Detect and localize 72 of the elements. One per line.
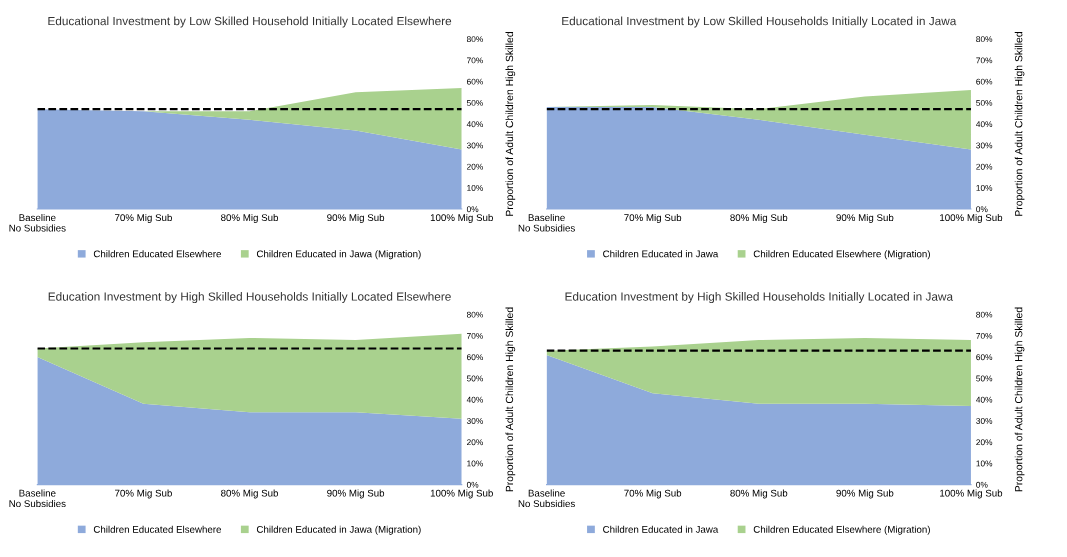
chart-title: Education Investment by High Skilled Households Initially Located Elsewhere — [48, 292, 451, 304]
y-tick-label: 60% — [467, 354, 483, 361]
y-tick-label: 20% — [976, 439, 993, 446]
y-tick-label: 0% — [466, 206, 479, 213]
y-tick-label: 40% — [976, 396, 993, 403]
x-tick-label: Baseline No Subsidies — [9, 213, 66, 232]
y-axis-title: Proportion of Adult Children High Skilled — [1014, 32, 1025, 216]
y-tick-label: 0% — [976, 481, 988, 488]
legend-label: Children Educated Elsewhere (Migration) — [753, 525, 930, 535]
x-tick-label: Baseline No Subsidies — [518, 489, 575, 508]
y-tick-label: 70% — [976, 332, 993, 339]
y-tick-label: 30% — [466, 418, 483, 424]
y-tick-label: 70% — [976, 57, 993, 64]
x-tick-label: Baseline No Subsidies — [518, 213, 575, 232]
y-tick-label: 0% — [466, 481, 479, 488]
y-tick-label: 70% — [467, 332, 483, 339]
y-tick-label: 50% — [466, 99, 483, 106]
x-tick-label: 100% Mig Sub — [430, 489, 493, 499]
x-tick-label: 90% Mig Sub — [327, 213, 385, 223]
chart-title: Educational Investment by Low Skilled Households Initially Located in Jawa — [562, 16, 957, 28]
x-tick-label: 70% Mig Sub — [624, 489, 682, 499]
y-axis-title: Proportion of Adult Children High Skilled — [505, 32, 516, 216]
y-tick-label: 40% — [976, 121, 993, 128]
x-tick-label: Baseline No Subsidies — [9, 489, 66, 508]
x-tick-label: 100% Mig Sub — [940, 213, 1003, 223]
y-tick-label: 50% — [976, 375, 993, 382]
y-tick-label: 20% — [467, 163, 483, 170]
x-tick-label: 70% Mig Sub — [115, 213, 172, 223]
chart-title: Education Investment by High Skilled Households Initially Located in Jawa — [565, 292, 954, 304]
x-tick-label: 100% Mig Sub — [940, 489, 1003, 499]
y-tick-label: 60% — [976, 78, 993, 85]
y-axis-title: Proportion of Adult Children High Skilled — [505, 307, 516, 492]
chart-title: Educational Investment by Low Skilled Household Initially Located Elsewhere — [48, 16, 452, 28]
y-tick-label: 80% — [466, 311, 483, 318]
legend-label: Children Educated Elsewhere — [93, 525, 222, 533]
legend-label: Children Educated Elsewhere (Migration) — [753, 250, 930, 260]
y-tick-label: 0% — [976, 206, 988, 213]
y-tick-label: 30% — [976, 418, 993, 424]
y-tick-label: 10% — [467, 185, 483, 191]
y-tick-label: 10% — [976, 460, 993, 467]
y-tick-label: 20% — [976, 163, 993, 170]
x-tick-label: 90% Mig Sub — [327, 489, 385, 499]
x-tick-label: 70% Mig Sub — [624, 213, 682, 223]
y-tick-label: 80% — [466, 36, 483, 43]
legend-label: Children Educated in Jawa — [603, 250, 719, 258]
x-tick-label: 70% Mig Sub — [115, 489, 172, 499]
x-tick-label: 80% Mig Sub — [221, 213, 279, 223]
y-tick-label: 10% — [467, 460, 483, 467]
y-tick-label: 30% — [466, 142, 483, 149]
y-tick-label: 80% — [976, 36, 993, 43]
x-tick-label: 90% Mig Sub — [836, 489, 894, 499]
x-tick-label: 80% Mig Sub — [221, 489, 279, 499]
y-tick-label: 60% — [467, 78, 483, 85]
y-tick-label: 10% — [976, 185, 993, 191]
x-tick-label: 100% Mig Sub — [430, 213, 493, 223]
y-tick-label: 50% — [466, 375, 483, 382]
y-tick-label: 40% — [466, 396, 483, 403]
y-tick-label: 20% — [467, 439, 483, 446]
legend-label: Children Educated in Jawa (Migration) — [256, 250, 421, 260]
y-tick-label: 30% — [976, 142, 993, 149]
legend-label: Children Educated Elsewhere — [93, 250, 222, 258]
x-tick-label: 80% Mig Sub — [730, 213, 788, 223]
x-tick-label: 90% Mig Sub — [836, 213, 894, 223]
y-tick-label: 50% — [976, 99, 993, 106]
legend-label: Children Educated in Jawa (Migration) — [256, 525, 421, 535]
y-axis-title: Proportion of Adult Children High Skilled — [1014, 307, 1025, 492]
y-tick-label: 70% — [467, 57, 483, 64]
y-tick-label: 60% — [976, 354, 993, 361]
y-tick-label: 40% — [466, 121, 483, 128]
x-tick-label: 80% Mig Sub — [730, 489, 788, 499]
y-tick-label: 80% — [976, 311, 993, 318]
legend-label: Children Educated in Jawa — [603, 525, 719, 533]
